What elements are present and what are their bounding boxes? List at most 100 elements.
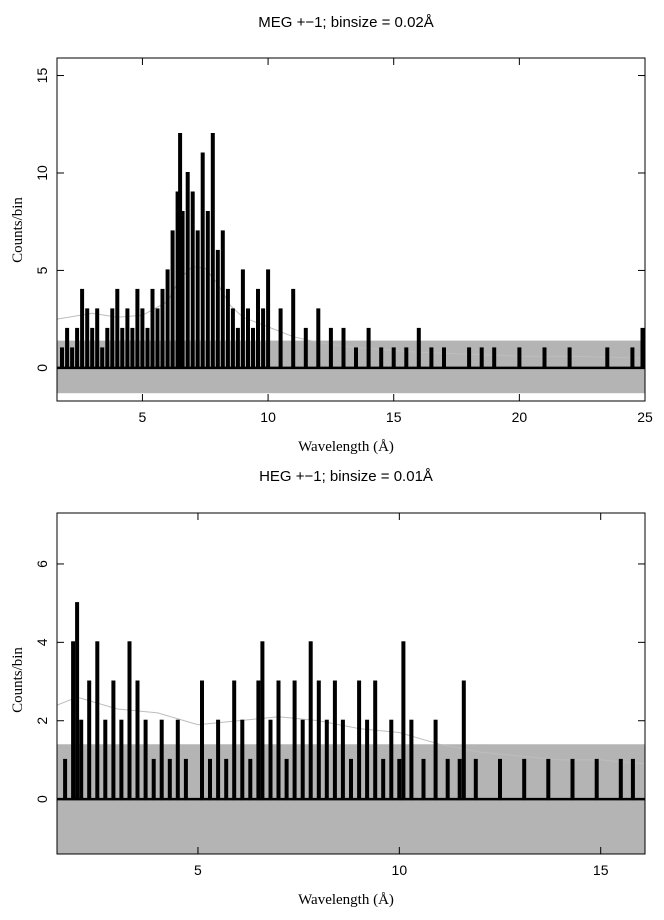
meg-panel: MEG +−1; binsize = 0.02Å Wavelength (Å) … xyxy=(10,14,653,455)
heg-count-bin xyxy=(308,641,313,801)
meg-count-bin xyxy=(90,327,95,369)
heg-x-axis-label: Wavelength (Å) xyxy=(298,892,394,908)
heg-count-bin xyxy=(357,680,362,801)
heg-count-bin xyxy=(183,758,188,801)
meg-count-bin xyxy=(135,288,140,369)
meg-count-bin xyxy=(120,327,125,369)
meg-count-bin xyxy=(165,269,170,369)
meg-count-bin xyxy=(145,327,150,369)
heg-count-bin xyxy=(111,680,116,801)
heg-count-bin xyxy=(256,680,261,801)
heg-count-bin xyxy=(389,719,394,801)
meg-count-bin xyxy=(278,308,283,369)
meg-count-bin xyxy=(630,347,635,369)
meg-count-bin xyxy=(256,288,260,369)
meg-count-bin xyxy=(567,347,572,369)
meg-count-bin xyxy=(479,347,484,369)
heg-count-bin xyxy=(433,719,438,801)
meg-y-tick-label: 5 xyxy=(34,266,50,274)
heg-count-bin xyxy=(71,641,76,801)
heg-count-bin xyxy=(457,758,462,801)
meg-count-bin xyxy=(115,288,120,369)
heg-count-bin xyxy=(522,758,527,801)
heg-count-bin xyxy=(349,758,353,801)
heg-count-bin xyxy=(292,680,297,801)
heg-count-bin xyxy=(103,719,108,801)
heg-count-bin xyxy=(630,758,635,801)
meg-count-bin xyxy=(140,308,145,369)
meg-count-bin xyxy=(251,327,255,369)
heg-plot-frame xyxy=(56,512,646,855)
meg-count-bin xyxy=(240,269,245,369)
heg-count-bin xyxy=(127,641,132,801)
heg-count-bin xyxy=(324,719,329,801)
heg-count-bin xyxy=(498,758,502,801)
heg-count-bin xyxy=(373,680,378,801)
heg-count-bin xyxy=(546,758,551,801)
meg-count-bin xyxy=(125,308,130,369)
meg-count-bin xyxy=(235,327,240,369)
heg-count-bin xyxy=(63,758,68,801)
heg-count-bin xyxy=(473,758,478,801)
meg-count-bin xyxy=(70,347,75,369)
heg-count-bin xyxy=(159,719,164,801)
meg-count-bin xyxy=(180,211,185,369)
meg-count-bin xyxy=(391,347,396,369)
meg-count-bin xyxy=(261,308,266,369)
heg-count-bin xyxy=(240,719,245,801)
meg-count-bin xyxy=(200,152,205,369)
meg-count-bin xyxy=(130,327,135,369)
meg-count-bin xyxy=(246,308,250,369)
meg-count-bin xyxy=(366,327,371,369)
meg-count-bin xyxy=(85,308,90,369)
heg-count-bin xyxy=(381,758,386,801)
meg-count-bin xyxy=(230,308,235,369)
heg-count-bin xyxy=(401,641,406,801)
meg-count-bin xyxy=(266,269,271,369)
meg-count-bin xyxy=(80,288,85,369)
heg-count-bin xyxy=(340,719,345,801)
heg-count-bin xyxy=(75,602,80,801)
meg-count-bin xyxy=(316,308,321,369)
meg-count-bin xyxy=(640,327,645,369)
heg-count-bin xyxy=(276,680,281,801)
meg-count-bin xyxy=(467,347,472,369)
meg-count-bin xyxy=(205,211,210,369)
heg-x-tick-label: 10 xyxy=(392,862,408,878)
heg-count-bin xyxy=(143,719,148,801)
meg-count-bin xyxy=(517,347,522,369)
heg-y-tick-label: 2 xyxy=(34,717,50,725)
meg-count-bin xyxy=(404,347,409,369)
meg-count-bin xyxy=(429,347,434,369)
heg-y-tick-label: 0 xyxy=(34,795,50,803)
meg-plot-frame xyxy=(56,57,646,402)
heg-count-bin xyxy=(200,680,204,801)
meg-chart-title: MEG +−1; binsize = 0.02Å xyxy=(258,14,434,31)
meg-count-bin xyxy=(328,327,333,369)
meg-count-bin xyxy=(220,230,225,369)
meg-count-bin xyxy=(110,308,115,369)
meg-count-bin xyxy=(341,327,346,369)
meg-count-bin xyxy=(155,308,160,369)
heg-panel: HEG +−1; binsize = 0.01Å Wavelength (Å) … xyxy=(10,468,646,908)
heg-count-bin xyxy=(284,758,289,801)
meg-count-bin xyxy=(105,327,110,369)
meg-count-bin xyxy=(95,308,100,369)
heg-count-bin xyxy=(594,758,599,801)
heg-count-bin xyxy=(95,641,100,801)
heg-count-bin xyxy=(365,719,370,801)
heg-y-axis-label: Counts/bin xyxy=(10,647,26,713)
heg-count-bin xyxy=(79,719,84,801)
heg-count-bin xyxy=(232,680,237,801)
meg-count-bin xyxy=(542,347,547,369)
meg-x-tick-label: 10 xyxy=(260,409,276,425)
meg-count-bin xyxy=(60,347,64,369)
heg-count-bin xyxy=(216,719,221,801)
meg-count-bin xyxy=(379,347,384,369)
heg-count-bin xyxy=(570,758,575,801)
heg-count-bin xyxy=(445,758,450,801)
heg-x-tick-label: 15 xyxy=(593,862,609,878)
heg-count-bin xyxy=(87,680,92,801)
meg-count-bin xyxy=(416,327,421,369)
